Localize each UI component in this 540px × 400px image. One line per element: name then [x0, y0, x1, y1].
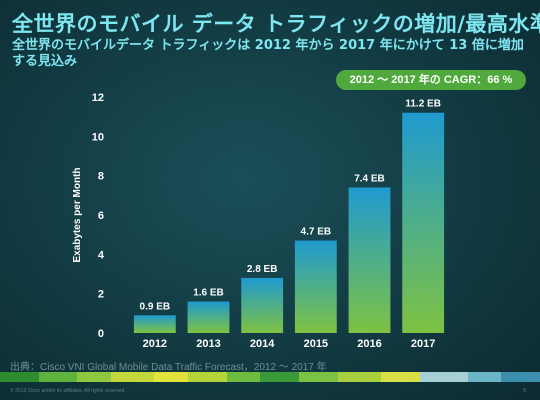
bar-data-label: 4.7 EB [301, 227, 332, 238]
page-title: 全世界のモバイル データ トラフィックの増加/最高水準 [12, 12, 540, 36]
bar [187, 301, 230, 333]
bar-data-label: 11.2 EB [405, 99, 441, 110]
bar [402, 112, 445, 333]
x-tick-label: 2012 [143, 338, 167, 350]
color-strip-segment [467, 372, 502, 382]
color-strip-segment [110, 372, 155, 382]
y-tick-label: 12 [92, 92, 104, 104]
x-tick-label: 2015 [304, 338, 328, 350]
y-tick-label: 6 [98, 210, 104, 222]
color-strip-segment [0, 372, 39, 382]
bar [348, 187, 391, 333]
x-tick-label: 2013 [196, 338, 220, 350]
source-note: 出典：Cisco VNI Global Mobile Data Traffic … [10, 362, 327, 373]
copyright-footer: © 2013 Cisco and/or its affiliates. All … [10, 388, 126, 394]
page-number: 5 [523, 388, 526, 394]
x-tick-label: 2016 [357, 338, 381, 350]
color-strip-segment [380, 372, 420, 382]
cagr-badge: 2012 ～ 2017 年の CAGR：66 % [336, 70, 526, 90]
color-strip-segment [226, 372, 261, 382]
color-strip-segment [260, 372, 299, 382]
decorative-color-strip [0, 372, 540, 382]
page-subtitle: 全世界のモバイルデータ トラフィックは 2012 年から 2017 年にかけて … [12, 38, 524, 69]
color-strip-segment [188, 372, 227, 382]
color-strip-segment [298, 372, 338, 382]
x-tick-label: 2017 [411, 338, 435, 350]
bar [133, 315, 176, 333]
x-tick-label: 2014 [250, 338, 275, 350]
y-tick-label: 4 [98, 249, 105, 261]
y-tick-label: 2 [98, 289, 104, 301]
y-tick-label: 8 [98, 171, 104, 183]
color-strip-segment [77, 372, 111, 382]
bar [294, 240, 337, 333]
color-strip-segment [419, 372, 468, 382]
y-tick-label: 10 [92, 131, 104, 143]
y-tick-label: 0 [98, 328, 104, 340]
color-strip-segment [501, 372, 540, 382]
bar [241, 277, 284, 333]
bar-data-label: 2.8 EB [247, 264, 278, 275]
y-axis-label: Exabytes per Month [72, 167, 83, 262]
color-strip-segment [154, 372, 189, 382]
color-strip-segment [38, 372, 78, 382]
bar-data-label: 1.6 EB [193, 288, 224, 299]
bar-data-label: 7.4 EB [354, 173, 385, 184]
bar-data-label: 0.9 EB [140, 301, 171, 312]
color-strip-segment [337, 372, 381, 382]
